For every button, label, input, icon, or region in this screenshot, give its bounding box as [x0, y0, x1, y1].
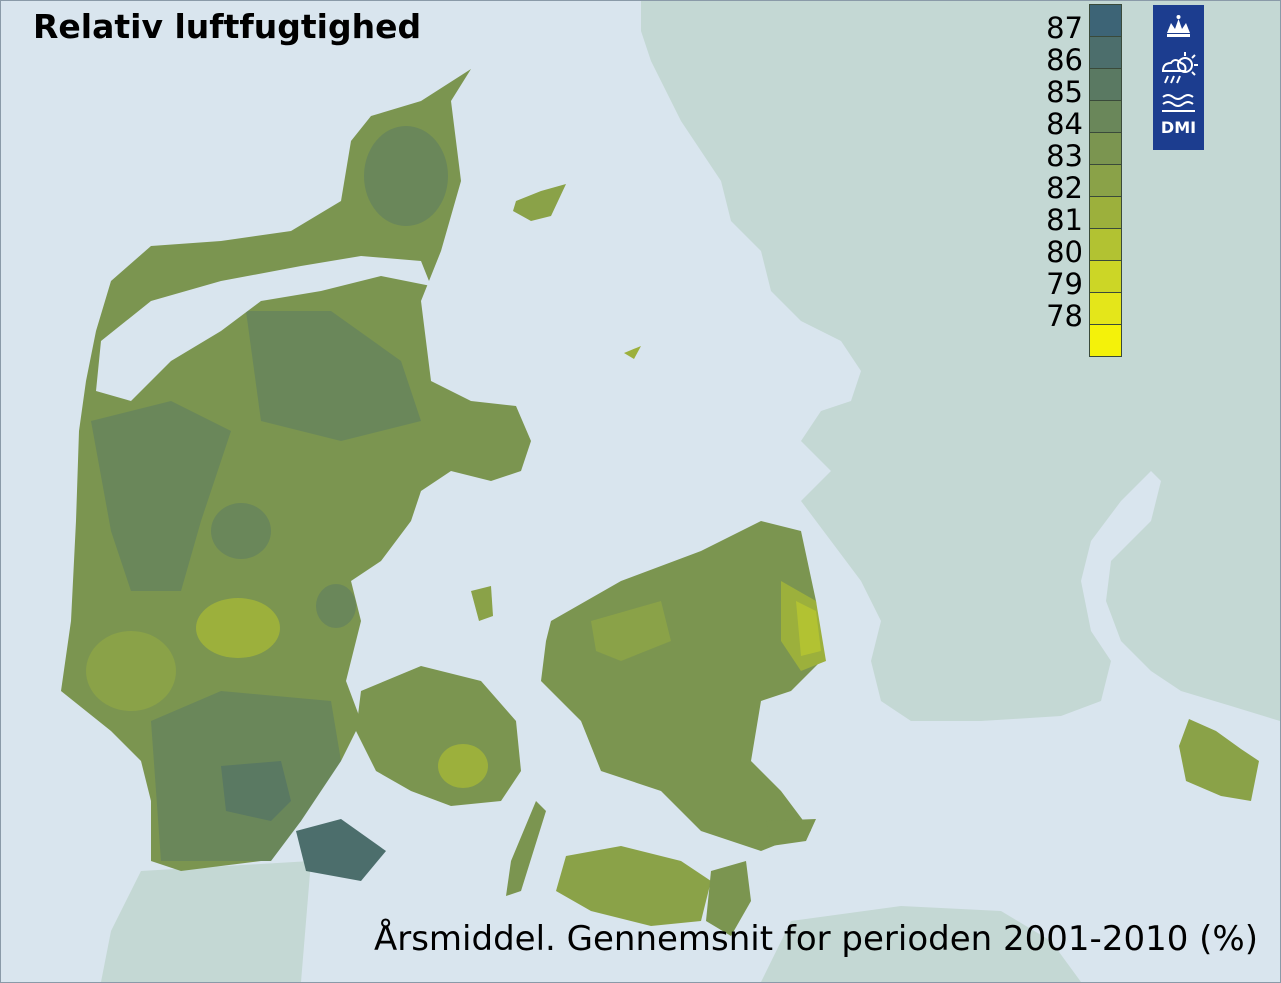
legend-label: 84	[1046, 107, 1083, 141]
legend-label: 85	[1046, 75, 1083, 109]
legend-label: 79	[1046, 267, 1083, 301]
legend-swatch	[1089, 36, 1122, 69]
legend-swatch	[1089, 228, 1122, 261]
legend-entry: 80	[1041, 228, 1123, 268]
germany-landmass	[101, 861, 311, 982]
falster-island	[706, 861, 751, 936]
legend-swatch	[1089, 196, 1122, 229]
germany-east-landmass	[761, 906, 1081, 982]
legend-label: 83	[1046, 139, 1083, 173]
humidity-zone	[364, 126, 448, 226]
humidity-zone	[316, 584, 356, 628]
lolland-island	[556, 846, 711, 926]
legend-label: 87	[1046, 11, 1083, 45]
humidity-zone	[296, 819, 386, 881]
legend-swatch	[1089, 292, 1122, 325]
dmi-logo-text: DMI	[1160, 118, 1197, 137]
legend-entry: 79	[1041, 260, 1123, 300]
legend-swatch	[1089, 4, 1122, 37]
dmi-logo: DMI	[1153, 5, 1204, 150]
legend-swatch	[1089, 68, 1122, 101]
humidity-zone	[196, 598, 280, 658]
legend-entry: 87	[1041, 4, 1123, 44]
humidity-zone	[246, 311, 421, 441]
legend-entry: 82	[1041, 164, 1123, 204]
legend-swatch	[1089, 132, 1122, 165]
legend-entry: 83	[1041, 132, 1123, 172]
map-subtitle: Årsmiddel. Gennemsnit for perioden 2001-…	[373, 919, 1258, 959]
legend-entry: 81	[1041, 196, 1123, 236]
legend-entry: 78	[1041, 292, 1123, 332]
dmi-crown-weather-icon	[1161, 15, 1198, 112]
legend-label: 86	[1046, 43, 1083, 77]
legend-entry	[1041, 324, 1123, 357]
humidity-legend: 87 86 85 84 83 82 81 80 79 78	[1041, 4, 1123, 357]
legend-entry: 85	[1041, 68, 1123, 108]
bornholm-island	[1179, 719, 1259, 801]
legend-swatch	[1089, 324, 1122, 357]
humidity-zone	[591, 601, 671, 661]
laeso-island	[513, 184, 566, 221]
funen-island	[356, 666, 521, 806]
humidity-zone	[438, 744, 488, 788]
limfjord-water	[96, 256, 431, 401]
humidity-zone	[91, 401, 231, 591]
samso-island	[471, 586, 493, 621]
legend-label: 82	[1046, 171, 1083, 205]
zealand-island	[541, 521, 821, 851]
legend-label: 81	[1046, 203, 1083, 237]
legend-label: 78	[1046, 299, 1083, 333]
humidity-zone	[796, 601, 821, 656]
humidity-zone	[86, 631, 176, 711]
anholt-island	[624, 346, 641, 359]
legend-entry: 84	[1041, 100, 1123, 140]
legend-swatch	[1089, 164, 1122, 197]
legend-swatch	[1089, 100, 1122, 133]
langeland-island	[506, 801, 546, 896]
map-title: Relativ luftfugtighed	[33, 7, 422, 46]
legend-swatch	[1089, 260, 1122, 293]
mon-island	[766, 819, 816, 846]
legend-label: 80	[1046, 235, 1083, 269]
humidity-zone	[221, 761, 291, 821]
humidity-zone	[211, 503, 271, 559]
legend-entry: 86	[1041, 36, 1123, 76]
